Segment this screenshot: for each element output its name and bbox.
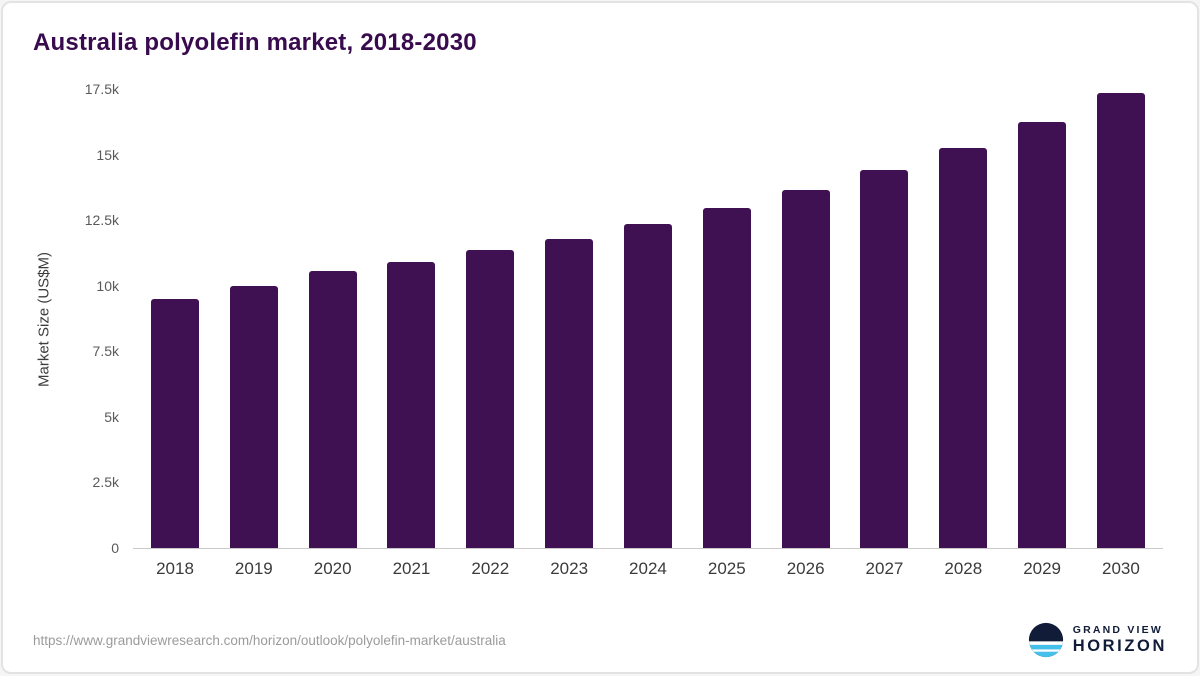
x-tick-label: 2026 [786, 559, 825, 578]
y-tick-label: 7.5k [92, 343, 119, 360]
y-tick-label: 0 [111, 540, 119, 556]
y-tick-label: 5k [104, 408, 119, 425]
x-tick-label: 2023 [550, 559, 589, 578]
x-axis-labels: 2018 2019 2020 2021 2022 2023 2024 2025 2026 2027… [133, 559, 1163, 579]
x-tick-label: 2019 [234, 559, 273, 578]
grand-view-horizon-logo: GRAND VIEW HORIZON [1028, 622, 1167, 658]
bar-2021[interactable] [387, 262, 436, 548]
logo-line1: GRAND VIEW [1072, 624, 1163, 637]
x-tick-label: 2018 [156, 559, 194, 578]
bar-2024[interactable] [623, 224, 672, 548]
bars-container [133, 89, 1163, 548]
bar-2018[interactable] [151, 298, 199, 548]
source-url: https://www.grandviewresearch.com/horizo… [33, 632, 506, 648]
plot-area: 0 2.5k 5k 7.5k 10k 12.5k 15k 17.5k [85, 81, 1163, 556]
x-tick-label: 2025 [707, 559, 746, 578]
bar-2019[interactable] [229, 285, 278, 548]
x-tick-label: 2027 [865, 559, 904, 578]
y-tick-label: 10k [96, 277, 119, 294]
logo-line2: HORIZON [1072, 636, 1167, 655]
bar-2030[interactable] [1096, 92, 1145, 548]
x-tick-label: 2024 [629, 559, 667, 578]
bar-2026[interactable] [781, 189, 830, 548]
x-tick-label: 2022 [471, 559, 510, 578]
y-tick-label: 2.5k [92, 474, 119, 491]
y-tick-label: 17.5k [84, 81, 119, 97]
bar-2020[interactable] [308, 271, 357, 548]
horizon-logo-icon [1028, 622, 1063, 658]
x-tick-label: 2021 [392, 559, 431, 578]
y-tick-label: 12.5k [84, 212, 119, 229]
chart-title: Australia polyolefin market, 2018-2030 [33, 29, 477, 56]
footer: https://www.grandviewresearch.com/horizo… [33, 622, 1167, 658]
x-tick-label: 2030 [1102, 559, 1140, 578]
x-tick-label: 2020 [313, 559, 352, 578]
bar-2025[interactable] [702, 208, 751, 548]
bar-2028[interactable] [939, 148, 988, 548]
plot-wrap: 0 2.5k 5k 7.5k 10k 12.5k 15k 17.5k 2018 2019 2020… [85, 81, 1163, 579]
bar-2022[interactable] [466, 250, 515, 548]
bar-2023[interactable] [545, 238, 594, 548]
bar-chart: Market Size (US$M) 0 2.5k 5k 7.5k 10k 12.5k 15… [33, 81, 1163, 579]
y-axis-title: Market Size (US$M) [35, 251, 53, 387]
x-tick-label: 2028 [944, 559, 983, 578]
x-tick-label: 2029 [1023, 559, 1062, 578]
bar-2029[interactable] [1018, 121, 1067, 548]
bar-2027[interactable] [860, 170, 909, 548]
y-tick-label: 15k [96, 146, 119, 163]
logo-text: GRAND VIEW HORIZON [1073, 624, 1167, 655]
